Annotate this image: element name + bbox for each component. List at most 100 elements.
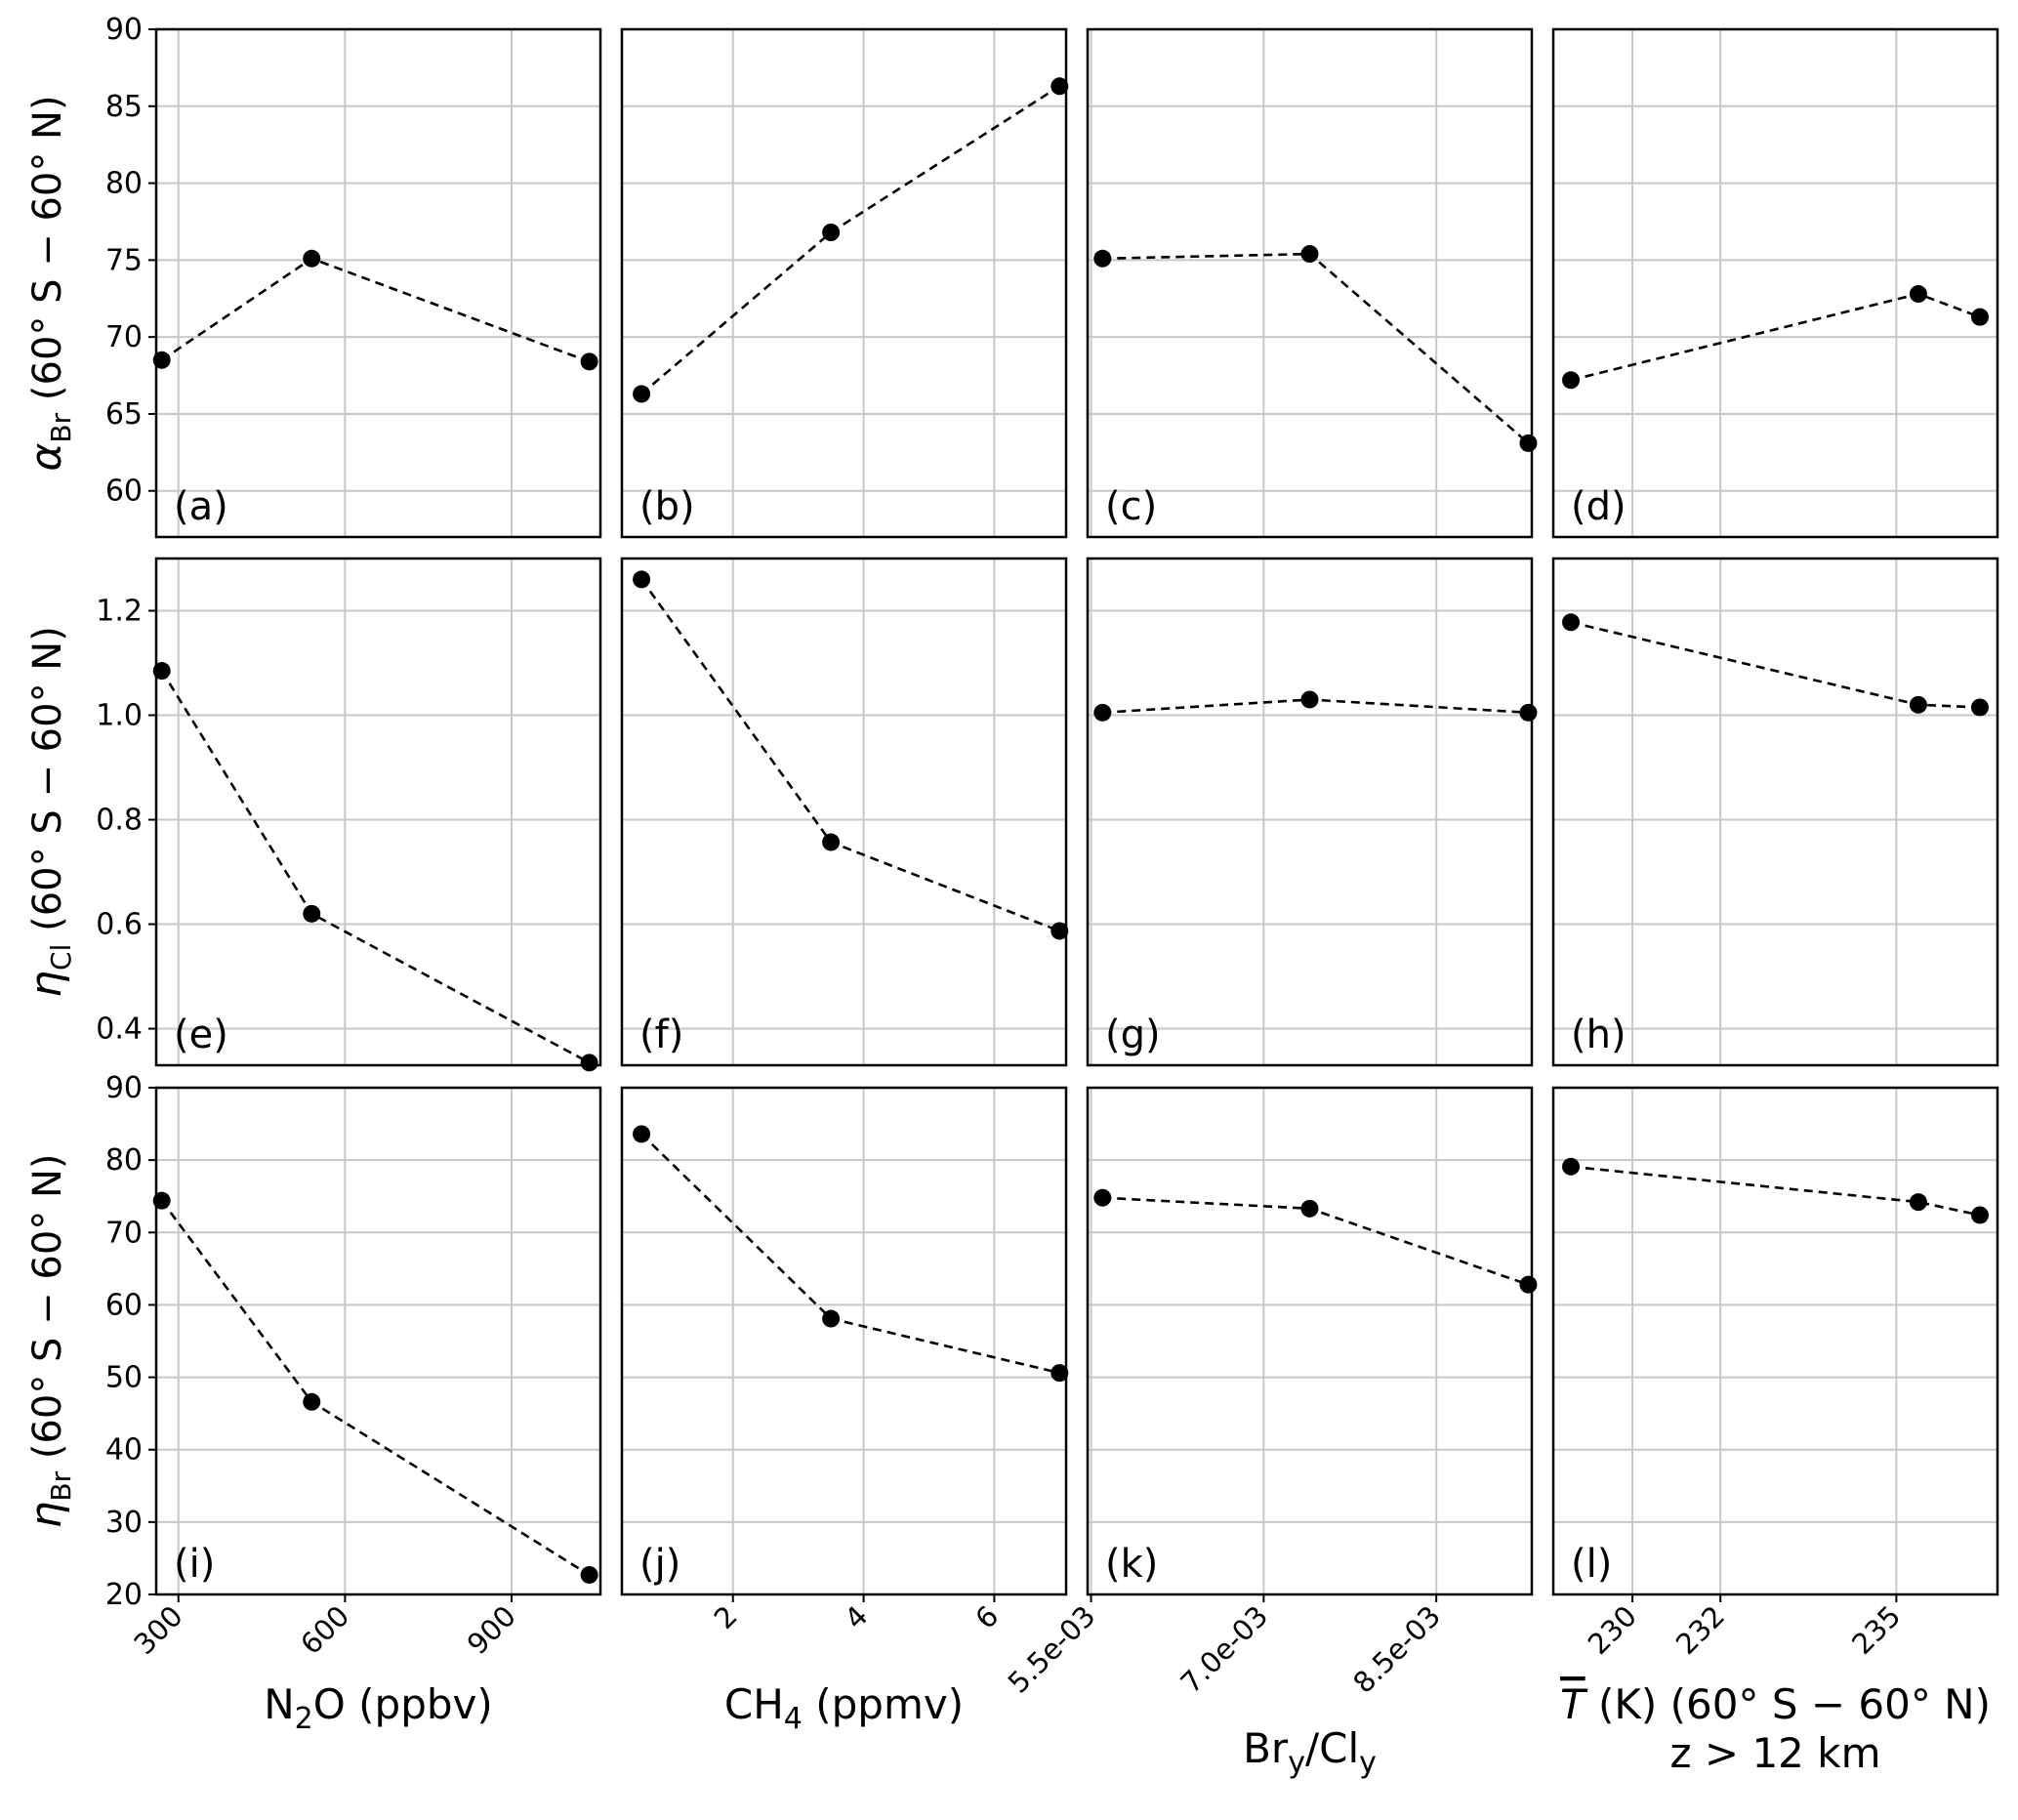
x-axis-label-part: 4: [784, 1702, 803, 1736]
panel-b: (b): [620, 27, 1069, 539]
series-line: [160, 257, 591, 363]
y-tick-label: 80: [105, 167, 143, 201]
data-point: [1300, 245, 1319, 264]
y-axis-label-subscript: Br: [45, 1470, 77, 1501]
y-tick-label: 50: [105, 1361, 143, 1395]
data-point: [1519, 434, 1538, 452]
x-axis-label-part: N: [264, 1680, 294, 1728]
y-tick-label: 0.4: [96, 1013, 143, 1047]
panel-frame: [154, 557, 602, 1067]
x-tick-label: 5.5e-03: [1002, 1599, 1102, 1700]
data-point: [580, 352, 598, 371]
x-axis-label-part: T: [1560, 1680, 1588, 1728]
data-point: [1562, 371, 1581, 390]
y-tick-label: 80: [105, 1143, 143, 1178]
x-axis-label-part: Br: [1243, 1724, 1289, 1772]
data-point: [633, 1125, 651, 1143]
panel-label: (c): [1105, 484, 1157, 529]
y-axis-label-symbol: η: [21, 971, 71, 998]
panel-frame: [1086, 1086, 1534, 1596]
data-point: [1909, 695, 1927, 714]
data-point: [1300, 690, 1319, 709]
y-tick-label: 0.8: [96, 804, 143, 838]
panel-k: (k)5.5e-03 7.0e-03 8.5e-03: [1002, 1086, 1538, 1700]
data-point: [1562, 613, 1581, 632]
y-axis-label-subscript: Br: [45, 412, 77, 442]
panel-frame: [1551, 557, 1999, 1067]
y-tick-label: 20: [105, 1578, 143, 1612]
data-point: [1093, 1188, 1112, 1207]
y-axis-label: ηBr (60° S − 60° N): [21, 1153, 77, 1528]
series-line: [160, 670, 591, 1064]
x-axis-label-line2: z > 12 km: [1670, 1729, 1881, 1777]
y-axis-label: αBr (60° S − 60° N): [21, 95, 77, 471]
panel-label: (k): [1105, 1542, 1158, 1587]
y-tick-label: 70: [105, 320, 143, 354]
y-axis-label-symbol: η: [21, 1502, 71, 1529]
x-axis-label: CH4 (ppmv): [724, 1680, 964, 1736]
data-point: [1909, 1193, 1927, 1212]
x-tick-label: 232: [1669, 1599, 1731, 1661]
data-point: [303, 904, 321, 923]
panel-frame: [154, 27, 602, 539]
y-tick-label: 90: [105, 1071, 143, 1105]
panel-c: (c): [1086, 27, 1538, 539]
y-tick-label: 1.2: [96, 595, 143, 629]
x-axis-label-part: y: [1359, 1746, 1377, 1780]
data-point: [633, 385, 651, 403]
panel-g: (g): [1086, 557, 1538, 1067]
x-tick-label: 600: [294, 1599, 355, 1661]
x-tick-label: 2: [708, 1599, 744, 1635]
x-tick-label: 900: [461, 1599, 522, 1661]
panel-label: (f): [639, 1013, 683, 1057]
y-axis-label-region: (60° S − 60° N): [25, 95, 70, 412]
data-point: [1050, 1364, 1069, 1383]
data-point: [1970, 698, 1989, 717]
x-tick-label: 230: [1582, 1599, 1643, 1661]
y-tick-label: 60: [105, 1288, 143, 1322]
y-tick-label: 70: [105, 1216, 143, 1250]
data-point: [822, 833, 841, 851]
panel-label: (g): [1105, 1013, 1161, 1057]
data-point: [580, 1565, 598, 1584]
panel-frame: [1551, 1086, 1999, 1596]
x-axis-label-part: (ppmv): [803, 1680, 964, 1728]
data-point: [1300, 1199, 1319, 1218]
y-tick-label: 85: [105, 90, 143, 124]
x-axis-label: N2O (ppbv): [264, 1680, 493, 1736]
data-point: [1970, 1206, 1989, 1224]
panel-f: (f): [620, 557, 1069, 1067]
x-axis-label: Bry/Cly: [1243, 1724, 1377, 1780]
data-point: [1093, 703, 1112, 722]
y-axis-label: ηCl (60° S − 60° N): [21, 626, 77, 998]
panel-frame: [154, 1086, 602, 1596]
panel-e: (e) 0.4 0.6 0.8 1.0 1.2: [96, 557, 602, 1072]
panel-d: (d): [1551, 27, 1999, 539]
data-point: [1562, 1157, 1581, 1176]
panel-label: (i): [174, 1542, 215, 1587]
y-axis-label-region: (60° S − 60° N): [25, 1153, 70, 1470]
y-tick-label: 40: [105, 1433, 143, 1468]
x-axis-label-part: 2: [295, 1702, 313, 1736]
data-point: [580, 1054, 598, 1072]
series-line: [160, 1199, 591, 1577]
x-axis-label: T (K) (60° S − 60° N): [1560, 1680, 1991, 1728]
series-line: [640, 578, 1060, 932]
series-line: [640, 1133, 1060, 1375]
x-axis-label-part: (K) (60° S − 60° N): [1586, 1680, 1991, 1728]
data-point: [1093, 249, 1112, 268]
panel-j: (j) 2 4 6: [620, 1086, 1069, 1635]
x-axis-label-part: y: [1288, 1746, 1305, 1780]
panel-label: (l): [1571, 1542, 1612, 1587]
x-axis-label-part: CH: [724, 1680, 784, 1728]
y-tick-label: 90: [105, 13, 143, 47]
panel-label: (a): [174, 484, 228, 529]
panel-label: (d): [1571, 484, 1627, 529]
y-tick-label: 30: [105, 1506, 143, 1540]
panel-frame: [1551, 27, 1999, 539]
x-tick-label: 235: [1845, 1599, 1907, 1661]
y-tick-label: 1.0: [96, 699, 143, 733]
data-point: [1050, 77, 1069, 96]
